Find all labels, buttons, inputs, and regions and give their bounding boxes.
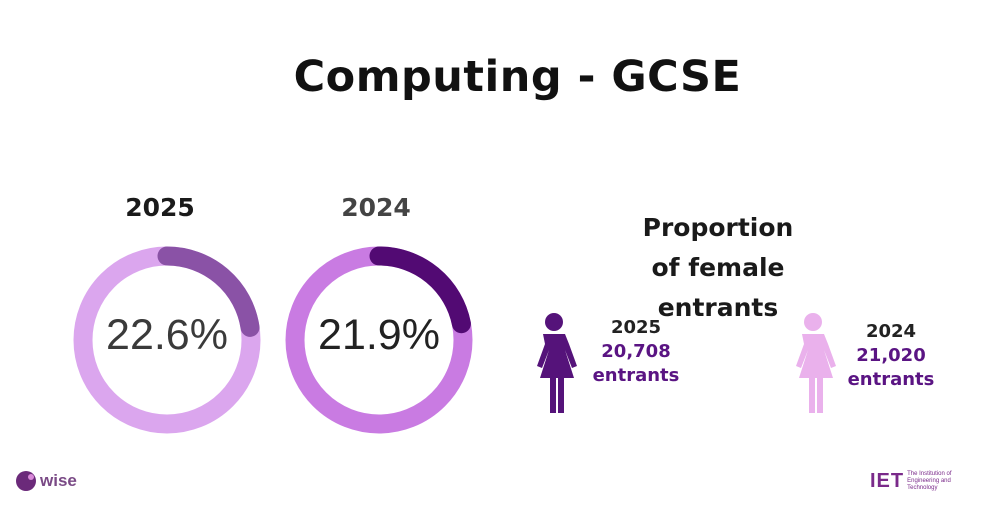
wise-logo-text: wise [40, 471, 77, 490]
donut-2024-value-label: 21.9% [318, 311, 440, 359]
donut-2024-year-label: 2024 [341, 193, 411, 222]
donut-2025-value-label: 22.6% [106, 311, 228, 359]
stat-2024-count: 21,020 [856, 345, 926, 366]
wise-logo-icon [16, 471, 36, 491]
iet-logo-line2: Engineering and Technology [907, 478, 951, 491]
proportion-title: Proportion of female entrants [588, 208, 848, 328]
donut-chart-2025 [73, 246, 261, 434]
stat-2025-count: 20,708 [601, 341, 671, 362]
page-title: Computing - GCSE [293, 52, 742, 102]
stat-2024-unit: entrants [847, 369, 935, 390]
stat-2024-year: 2024 [865, 321, 917, 342]
stat-2025: 2025 20,708 entrants [586, 316, 686, 388]
iet-logo-mark: IET [870, 470, 905, 492]
proportion-title-line2: of female entrants [651, 253, 785, 322]
female-figure-icon [796, 313, 836, 413]
donut-slice-female [157, 246, 260, 337]
female-figure-icon [537, 313, 577, 413]
stat-2025-unit: entrants [592, 365, 680, 386]
iet-logo-subtitle: The Institution of Engineering and Techn… [907, 471, 977, 492]
wise-logo: wise [16, 471, 77, 491]
donut-2025-year-label: 2025 [125, 193, 195, 222]
donut-slice-female [369, 246, 471, 334]
stat-2025-year: 2025 [610, 317, 662, 338]
iet-logo-line1: The Institution of [907, 471, 952, 477]
proportion-title-line1: Proportion [642, 213, 794, 242]
stat-2024: 2024 21,020 entrants [841, 320, 941, 392]
donut-chart-2024 [285, 246, 473, 434]
iet-logo: IET The Institution of Engineering and T… [870, 470, 977, 493]
